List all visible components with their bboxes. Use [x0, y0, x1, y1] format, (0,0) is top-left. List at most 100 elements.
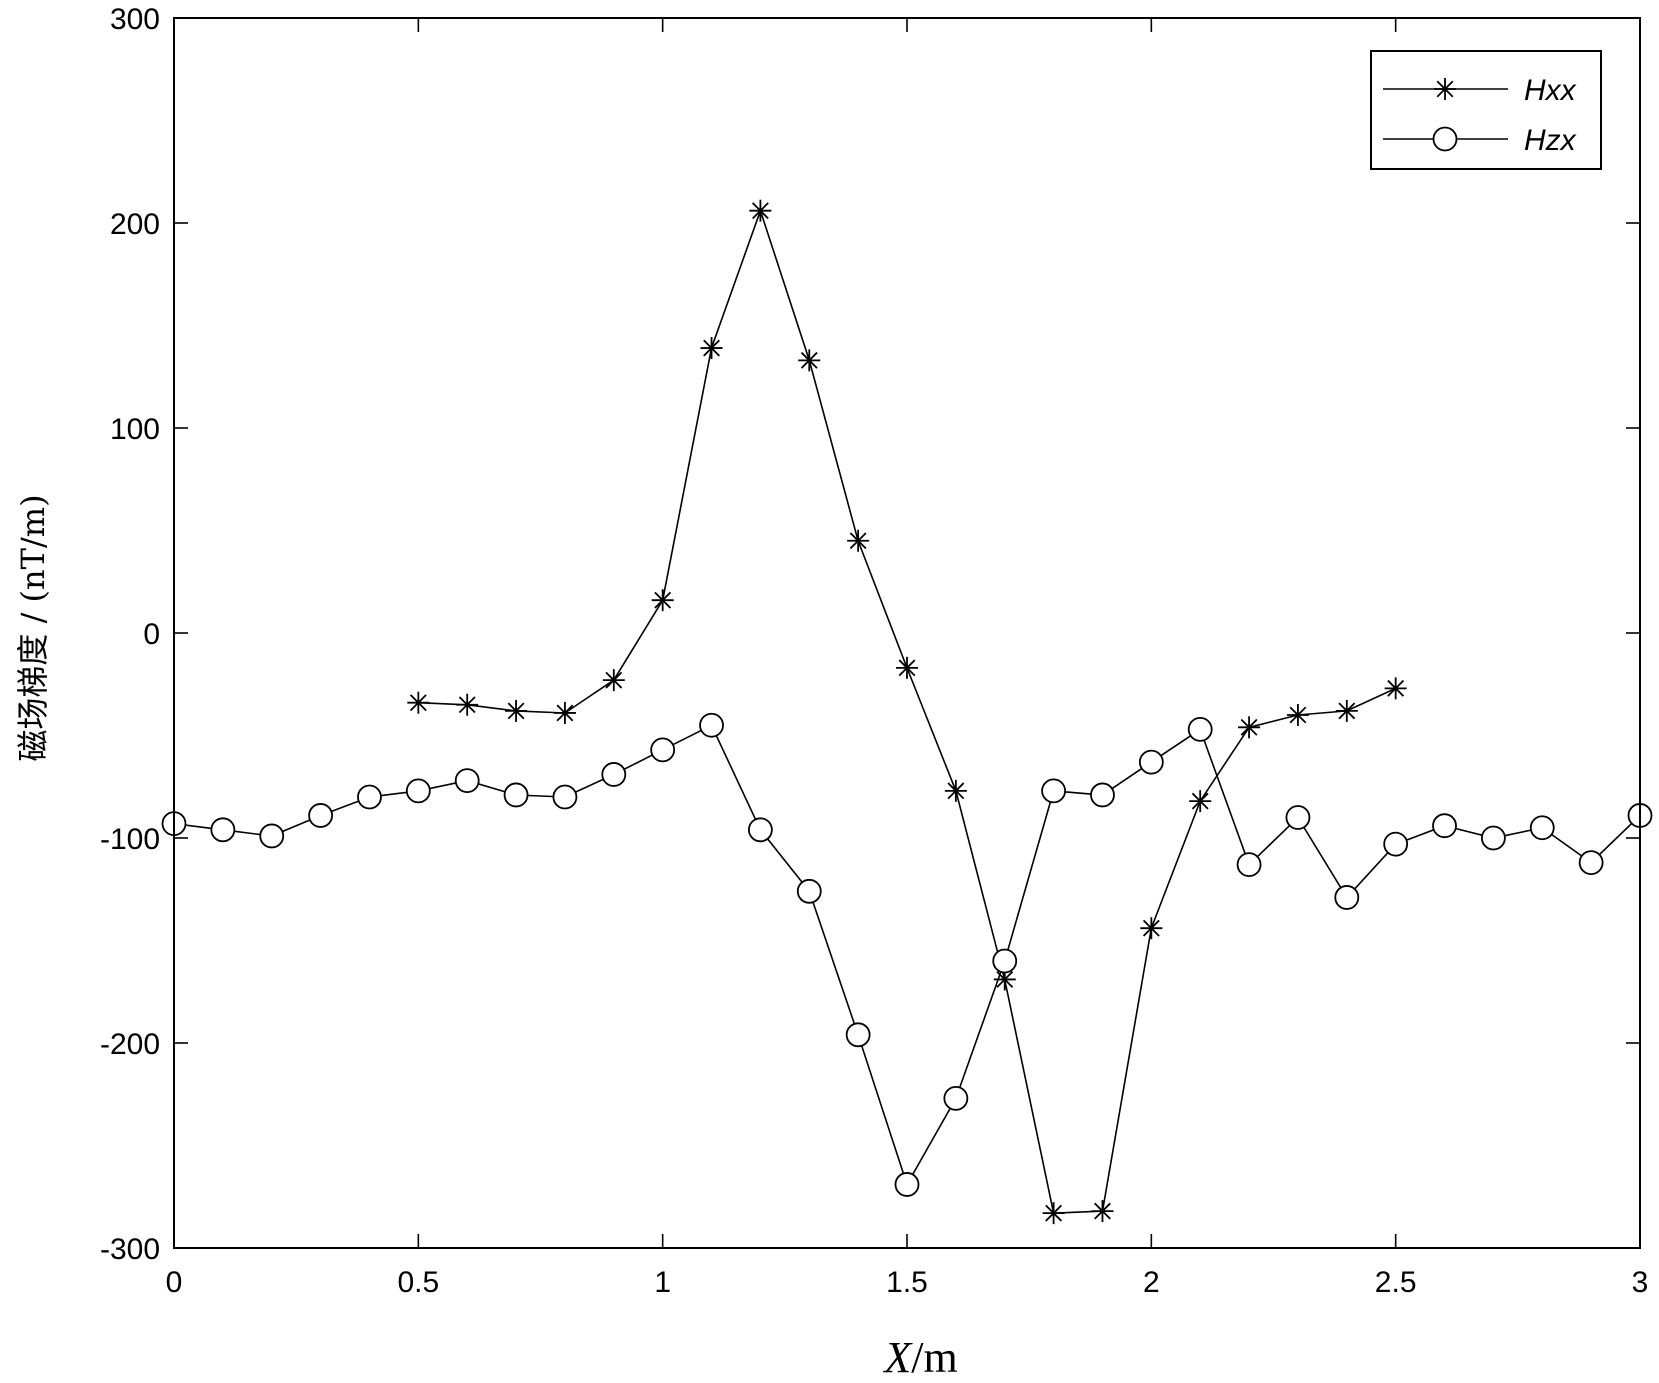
- data-point-hzx: [552, 784, 578, 810]
- x-tick-label: 1.5: [886, 1266, 928, 1299]
- data-point-hxx: [944, 779, 967, 802]
- data-point-hzx: [308, 803, 334, 828]
- y-tick-label: 0: [143, 618, 160, 651]
- data-point-hxx: [1335, 699, 1358, 722]
- y-tick-label: -200: [100, 1028, 160, 1061]
- legend-marker-hxx: [1434, 78, 1456, 100]
- data-point-hxx: [651, 589, 674, 612]
- marker-stroke: [1289, 706, 1307, 724]
- plot-background: [174, 18, 1640, 1248]
- data-point-hzx: [405, 778, 431, 804]
- data-point-hzx: [1041, 778, 1066, 804]
- data-point-hxx: [798, 349, 821, 372]
- marker-stroke: [507, 702, 525, 720]
- data-point-hxx: [896, 656, 918, 679]
- x-axis-label-unit: /m: [911, 1333, 957, 1382]
- data-point-hzx: [1481, 825, 1506, 851]
- data-point-hxx: [1091, 1200, 1114, 1223]
- marker-stroke: [1094, 1202, 1111, 1220]
- marker-stroke: [996, 971, 1014, 988]
- data-point-hzx: [845, 1022, 871, 1048]
- data-point-hxx: [749, 199, 772, 222]
- marker-stroke: [751, 202, 769, 220]
- y-tick-label: -100: [100, 823, 160, 856]
- data-point-hzx: [1236, 852, 1262, 878]
- data-point-hzx: [503, 782, 529, 808]
- legend-label-hxx: Hxx: [1524, 74, 1577, 107]
- marker-stroke: [1240, 718, 1258, 736]
- data-point-hzx: [210, 817, 236, 843]
- x-axis-label: X/m: [882, 1333, 957, 1382]
- x-tick-label: 0: [166, 1266, 183, 1299]
- data-point-hzx: [1285, 805, 1311, 830]
- data-point-hzx: [1334, 885, 1360, 910]
- marker-stroke: [458, 696, 476, 714]
- data-point-hxx: [1384, 677, 1407, 700]
- y-tick-label: 100: [110, 413, 160, 446]
- data-point-hzx: [454, 768, 480, 793]
- x-tick-label: 2: [1143, 1266, 1160, 1299]
- data-point-hzx: [1529, 815, 1555, 841]
- axes-box: [173, 17, 1641, 1249]
- data-point-hxx: [1042, 1202, 1065, 1225]
- data-point-hzx: [748, 817, 773, 843]
- data-point-hzx: [650, 737, 676, 763]
- marker-stroke: [1436, 80, 1454, 98]
- data-point-hxx: [602, 669, 625, 692]
- legend: Hxx Hzx: [1370, 50, 1602, 170]
- marker-stroke: [849, 532, 867, 550]
- legend-marker-shape: [1432, 126, 1458, 152]
- y-axis-label: 磁场梯度 / (nT/m): [14, 494, 52, 761]
- data-point-hxx: [1286, 704, 1309, 726]
- data-point-hxx: [847, 529, 870, 552]
- y-tick-label: -300: [100, 1233, 160, 1266]
- marker-stroke: [947, 782, 965, 800]
- data-point-hzx: [357, 784, 382, 810]
- marker-stroke: [1387, 679, 1405, 697]
- series-hxx: [407, 199, 1407, 1225]
- data-point-hxx: [700, 337, 723, 360]
- legend-box: [1370, 50, 1602, 170]
- marker-stroke: [654, 591, 672, 609]
- x-axis-label-var: X: [882, 1333, 913, 1382]
- marker-stroke: [1338, 702, 1356, 720]
- data-point-hxx: [1238, 716, 1261, 739]
- legend-marker-hzx: [1432, 126, 1458, 152]
- data-point-hzx: [943, 1085, 969, 1111]
- data-point-hzx: [894, 1172, 920, 1197]
- data-point-hxx: [553, 701, 576, 724]
- data-point-hzx: [259, 823, 285, 849]
- data-point-hzx: [601, 762, 627, 787]
- legend-label-hzx: Hzx: [1524, 124, 1577, 157]
- marker-stroke: [703, 339, 720, 357]
- data-point-hzx: [796, 878, 822, 904]
- x-tick-label: 0.5: [397, 1266, 439, 1299]
- marker-stroke: [1191, 792, 1209, 810]
- plot-area: [174, 18, 1640, 1248]
- marker-stroke: [409, 694, 427, 712]
- x-tick-label: 3: [1632, 1266, 1649, 1299]
- marker-stroke: [898, 659, 916, 677]
- data-point-hxx: [1189, 790, 1212, 813]
- series-hzx: [161, 712, 1653, 1197]
- marker-stroke: [1045, 1204, 1063, 1222]
- marker-stroke: [605, 671, 623, 689]
- data-point-hxx: [456, 693, 479, 716]
- data-point-hzx: [1383, 831, 1409, 857]
- data-point-hxx: [1140, 917, 1163, 940]
- y-tick-label: 300: [110, 3, 160, 36]
- marker-stroke: [800, 351, 818, 369]
- marker-stroke: [556, 704, 574, 722]
- x-tick-label: 1: [654, 1266, 671, 1299]
- marker-stroke: [1142, 919, 1160, 937]
- data-point-hzx: [992, 948, 1018, 974]
- axes-layer: 0 0.5 1 1.5 2 2.5 3 -300 -200 -100 0 100 200 300: [100, 3, 1648, 1299]
- data-point-hzx: [1138, 749, 1164, 775]
- data-point-hzx: [1090, 782, 1115, 808]
- data-point-hzx: [1432, 813, 1457, 839]
- data-point-hzx: [699, 712, 724, 738]
- legend-marker-shape: [1434, 78, 1456, 100]
- data-point-hxx: [505, 699, 528, 722]
- y-tick-label: 200: [110, 208, 160, 241]
